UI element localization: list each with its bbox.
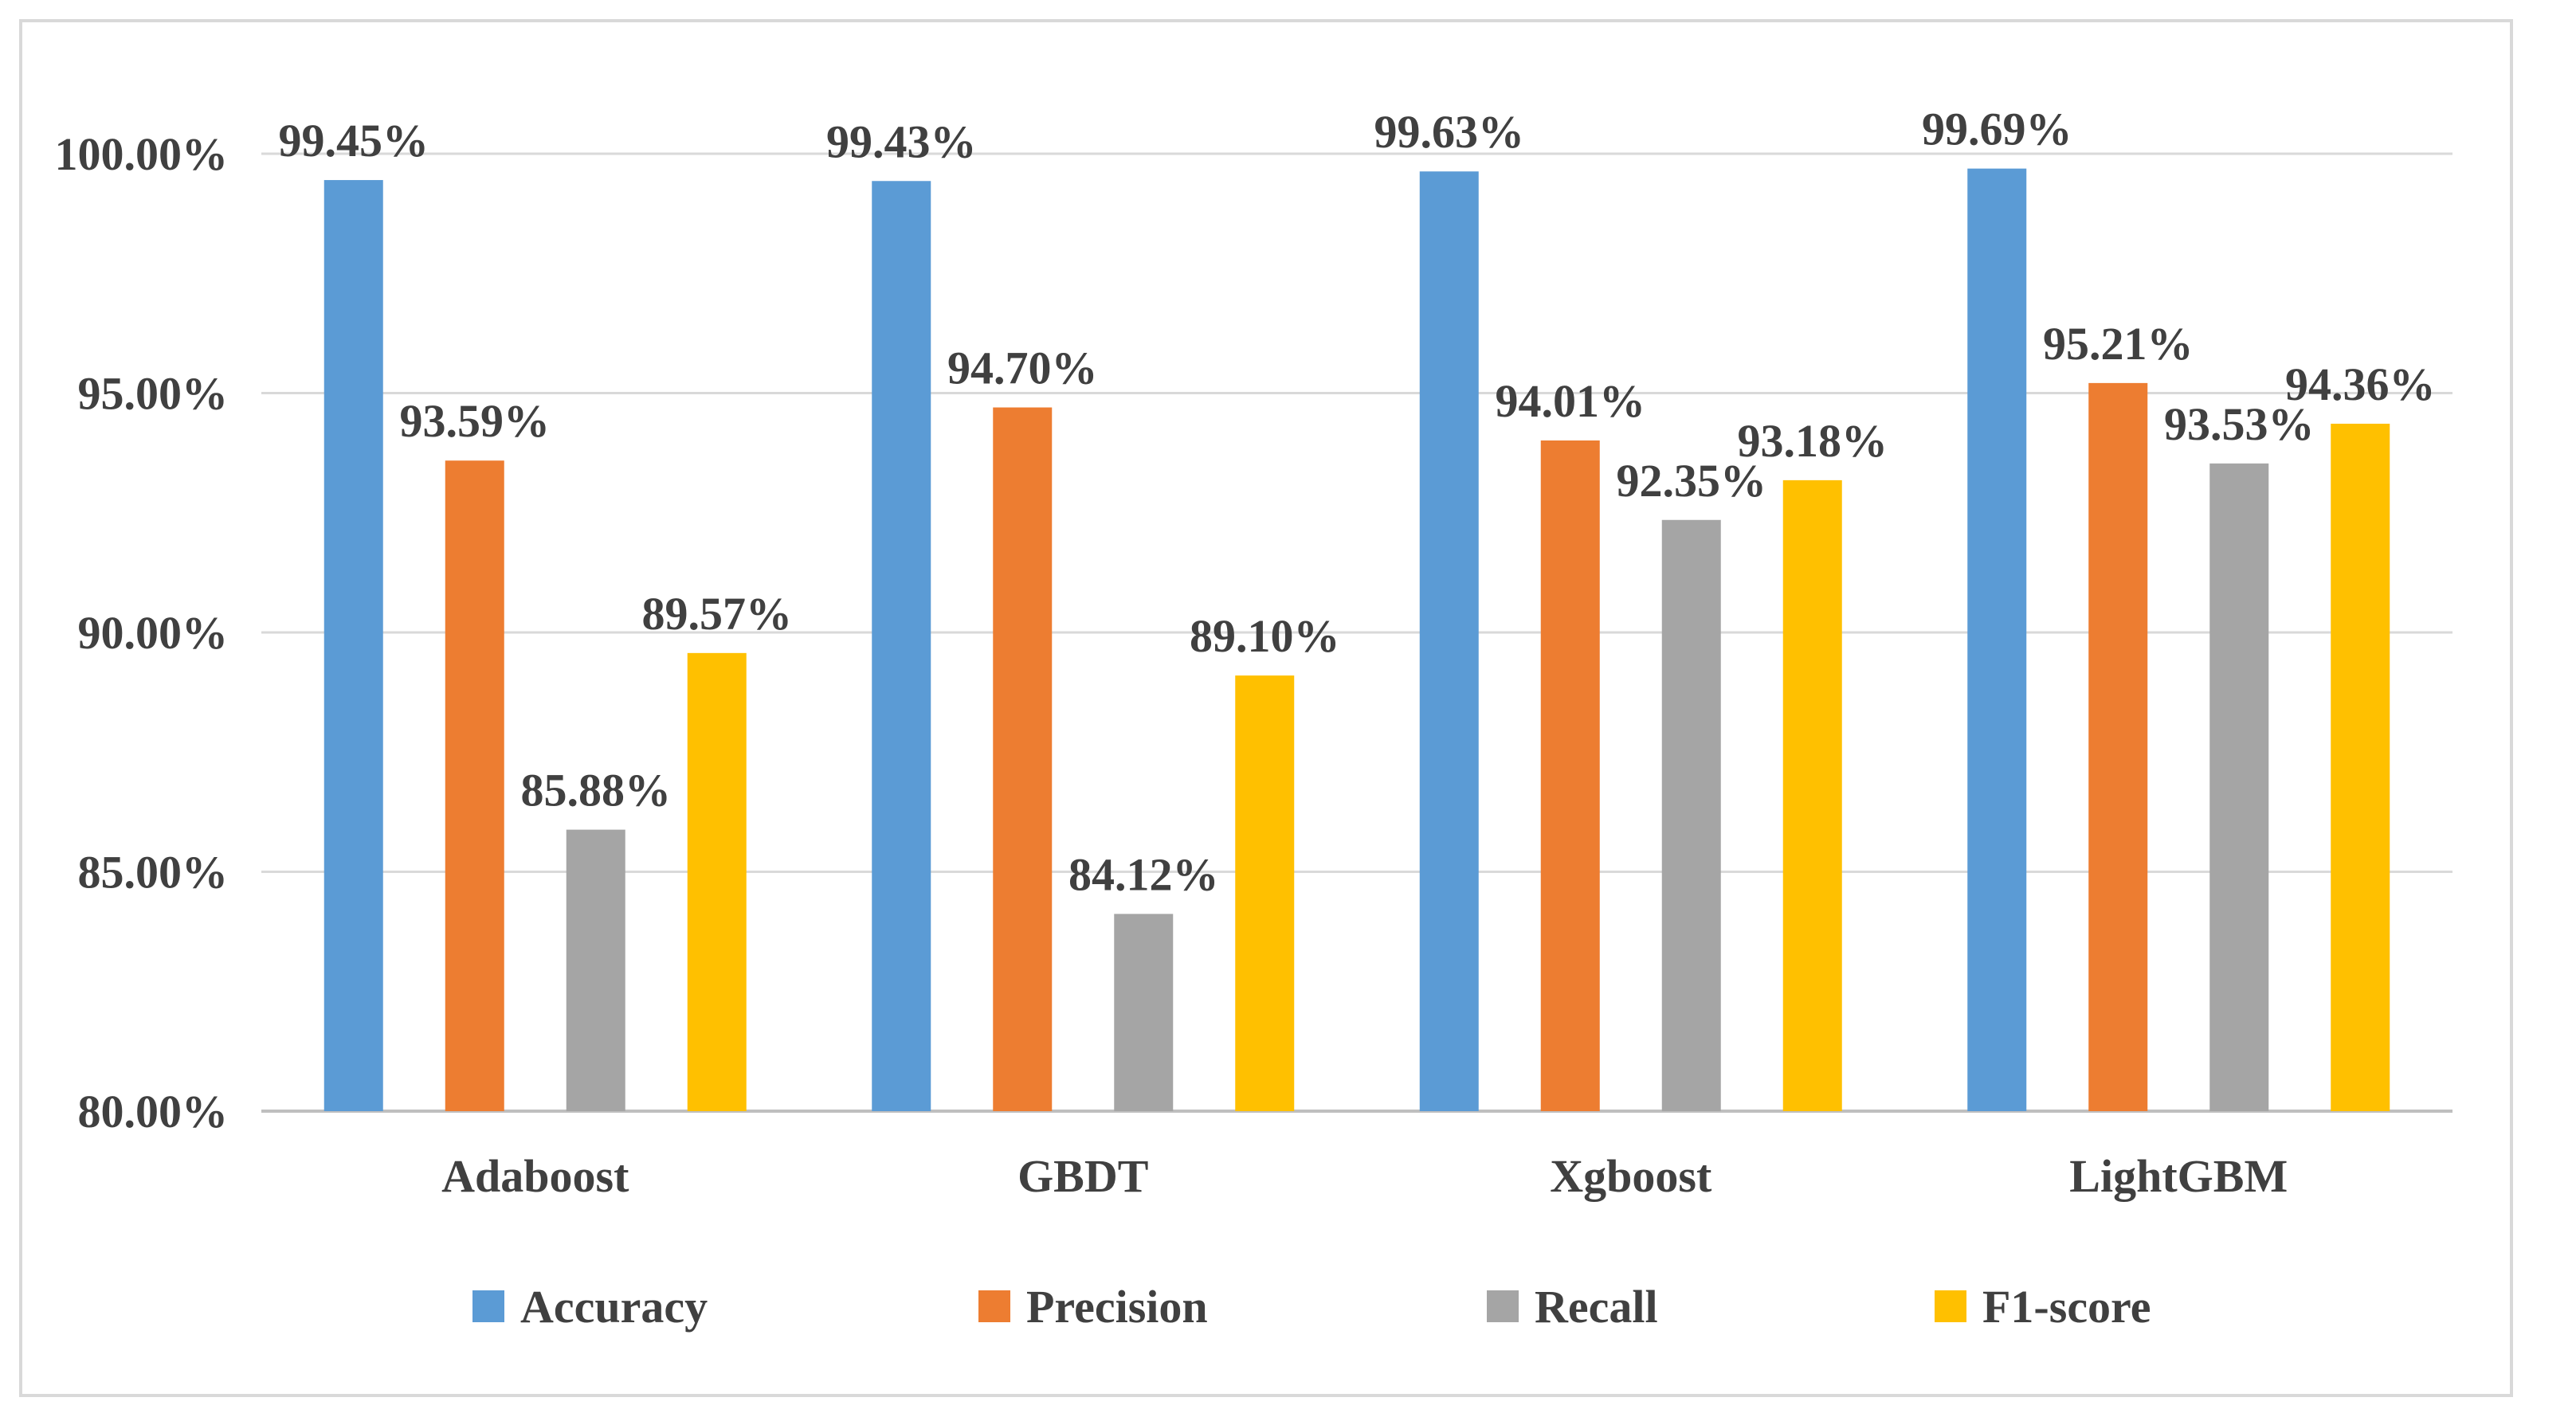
- x-category-label: Adaboost: [441, 1150, 629, 1202]
- bars: [323, 168, 2390, 1112]
- data-label: 93.59%: [400, 395, 551, 447]
- bar-accuracy-adaboost: [323, 180, 383, 1112]
- data-label: 89.57%: [642, 588, 793, 640]
- legend-swatch-precision: [978, 1290, 1010, 1322]
- bar-precision-gbdt: [993, 407, 1053, 1111]
- data-label: 94.01%: [1496, 375, 1646, 427]
- bar-accuracy-lightgbm: [1967, 168, 2027, 1112]
- bar-chart: 80.00% 85.00% 90.00% 95.00% 100.00% 99.45% 93…: [55, 104, 2452, 1333]
- x-axis: Adaboost GBDT Xgboost LightGBM: [441, 1150, 2288, 1202]
- data-label: 92.35%: [1617, 455, 1767, 507]
- legend: Accuracy Precision Recall F1-score: [472, 1281, 2151, 1333]
- bar-precision-xgboost: [1540, 440, 1600, 1111]
- legend-swatch-recall: [1487, 1290, 1519, 1322]
- data-label: 93.18%: [1738, 415, 1888, 467]
- data-label: 99.69%: [1922, 104, 2072, 155]
- bar-accuracy-xgboost: [1419, 171, 1479, 1111]
- data-label: 84.12%: [1068, 848, 1219, 900]
- data-label: 94.70%: [947, 343, 1098, 394]
- bar-f1-score-adaboost: [687, 652, 747, 1111]
- chart-container: 80.00% 85.00% 90.00% 95.00% 100.00% 99.45% 93…: [19, 19, 2513, 1397]
- legend-label: F1-score: [1982, 1281, 2151, 1333]
- data-label: 94.36%: [2285, 358, 2436, 410]
- x-category-label: GBDT: [1017, 1150, 1148, 1202]
- bar-recall-xgboost: [1661, 519, 1721, 1111]
- data-label: 95.21%: [2043, 318, 2194, 370]
- bar-accuracy-gbdt: [872, 181, 931, 1112]
- data-label: 85.88%: [521, 765, 672, 816]
- data-label: 99.63%: [1374, 106, 1525, 158]
- bar-f1-score-xgboost: [1782, 480, 1842, 1111]
- x-category-label: LightGBM: [2069, 1150, 2288, 1202]
- bar-f1-score-lightgbm: [2331, 423, 2390, 1111]
- y-tick-label: 80.00%: [78, 1086, 229, 1137]
- y-tick-label: 95.00%: [78, 368, 229, 420]
- data-labels: 99.45% 93.59% 85.88% 89.57% 99.43% 94.70% 84.1…: [279, 104, 2436, 901]
- legend-swatch-accuracy: [472, 1290, 504, 1322]
- bar-precision-lightgbm: [2088, 382, 2148, 1111]
- y-tick-label: 90.00%: [78, 607, 229, 659]
- data-label: 99.43%: [826, 115, 977, 167]
- y-tick-label: 100.00%: [55, 128, 229, 180]
- bar-recall-lightgbm: [2209, 463, 2269, 1111]
- legend-swatch-f1-score: [1935, 1290, 1966, 1322]
- gridlines: [261, 152, 2452, 1113]
- data-label: 93.53%: [2164, 398, 2315, 450]
- legend-label: Recall: [1535, 1281, 1658, 1333]
- y-tick-label: 85.00%: [78, 847, 229, 898]
- x-category-label: Xgboost: [1550, 1150, 1712, 1202]
- data-label: 89.10%: [1190, 610, 1340, 662]
- legend-label: Accuracy: [520, 1281, 708, 1333]
- bar-f1-score-gbdt: [1235, 675, 1295, 1111]
- bar-recall-gbdt: [1114, 914, 1174, 1111]
- y-axis: 80.00% 85.00% 90.00% 95.00% 100.00%: [55, 128, 229, 1137]
- bar-precision-adaboost: [445, 460, 504, 1111]
- legend-label: Precision: [1026, 1281, 1208, 1333]
- bar-recall-adaboost: [566, 829, 625, 1111]
- data-label: 99.45%: [279, 115, 429, 166]
